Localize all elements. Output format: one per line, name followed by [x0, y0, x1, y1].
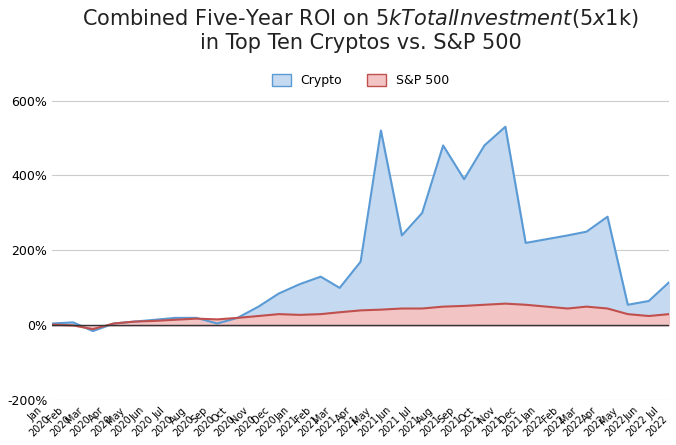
Legend: Crypto, S&P 500: Crypto, S&P 500	[267, 69, 454, 92]
Title: Combined Five-Year ROI on $5k Total Investment (5 x $1k)
in Top Ten Cryptos vs. : Combined Five-Year ROI on $5k Total Inve…	[82, 7, 639, 53]
